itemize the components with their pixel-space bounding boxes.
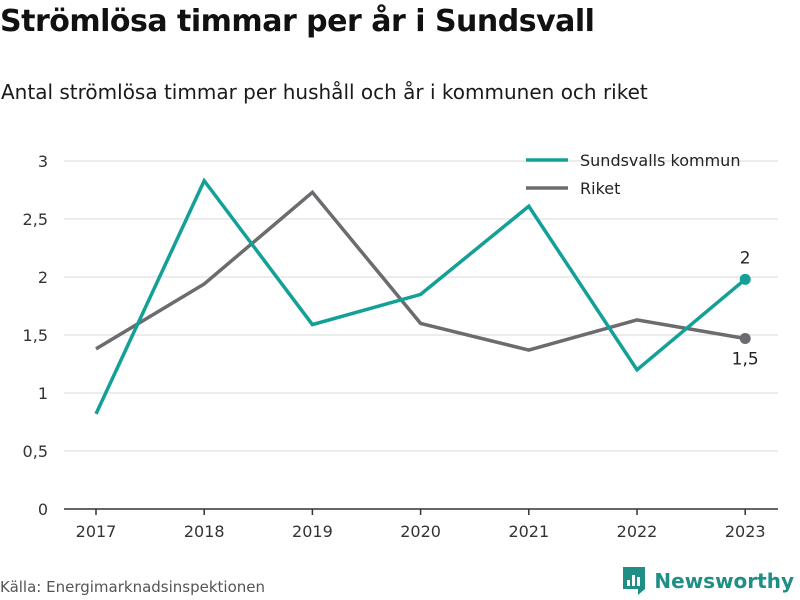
x-tick-label: 2021 (508, 522, 549, 541)
y-tick-label: 3 (38, 152, 48, 171)
series-line-riket (95, 189, 746, 352)
end-label-sundsvall: 2 (740, 248, 751, 268)
y-tick-label: 2,5 (23, 210, 48, 229)
chart-title: Strömlösa timmar per år i Sundsvall (0, 4, 595, 39)
x-tick-label: 2019 (292, 522, 333, 541)
y-tick-label: 1,5 (23, 326, 48, 345)
y-tick-label: 0,5 (23, 442, 48, 461)
x-tick-label: 2018 (184, 522, 225, 541)
brand-name: Newsworthy (654, 569, 794, 593)
line-chart: 0 0,5 1 1,5 2 2,5 3 2017 2018 2019 2020 2021 2022 202… (23, 151, 778, 541)
brand-logo: Newsworthy (622, 566, 794, 596)
newsworthy-logo-icon (623, 567, 646, 595)
x-tick-label: 2023 (725, 522, 766, 541)
end-point-riket (739, 332, 751, 344)
end-point-sundsvall (739, 273, 751, 285)
x-tick-label: 2017 (76, 522, 117, 541)
x-tick-label: 2022 (617, 522, 658, 541)
chart-subtitle: Antal strömlösa timmar per hushåll och å… (1, 80, 648, 104)
legend-label-riket: Riket (580, 179, 620, 198)
legend-label-sundsvall: Sundsvalls kommun (580, 151, 740, 170)
y-tick-label: 0 (38, 500, 48, 519)
y-tick-label: 2 (38, 268, 48, 287)
series-line-sundsvall (94, 177, 747, 415)
x-tick-label: 2020 (400, 522, 441, 541)
source-note: Källa: Energimarknadsinspektionen (0, 578, 266, 596)
end-label-riket: 1,5 (732, 349, 759, 369)
y-tick-label: 1 (38, 384, 48, 403)
